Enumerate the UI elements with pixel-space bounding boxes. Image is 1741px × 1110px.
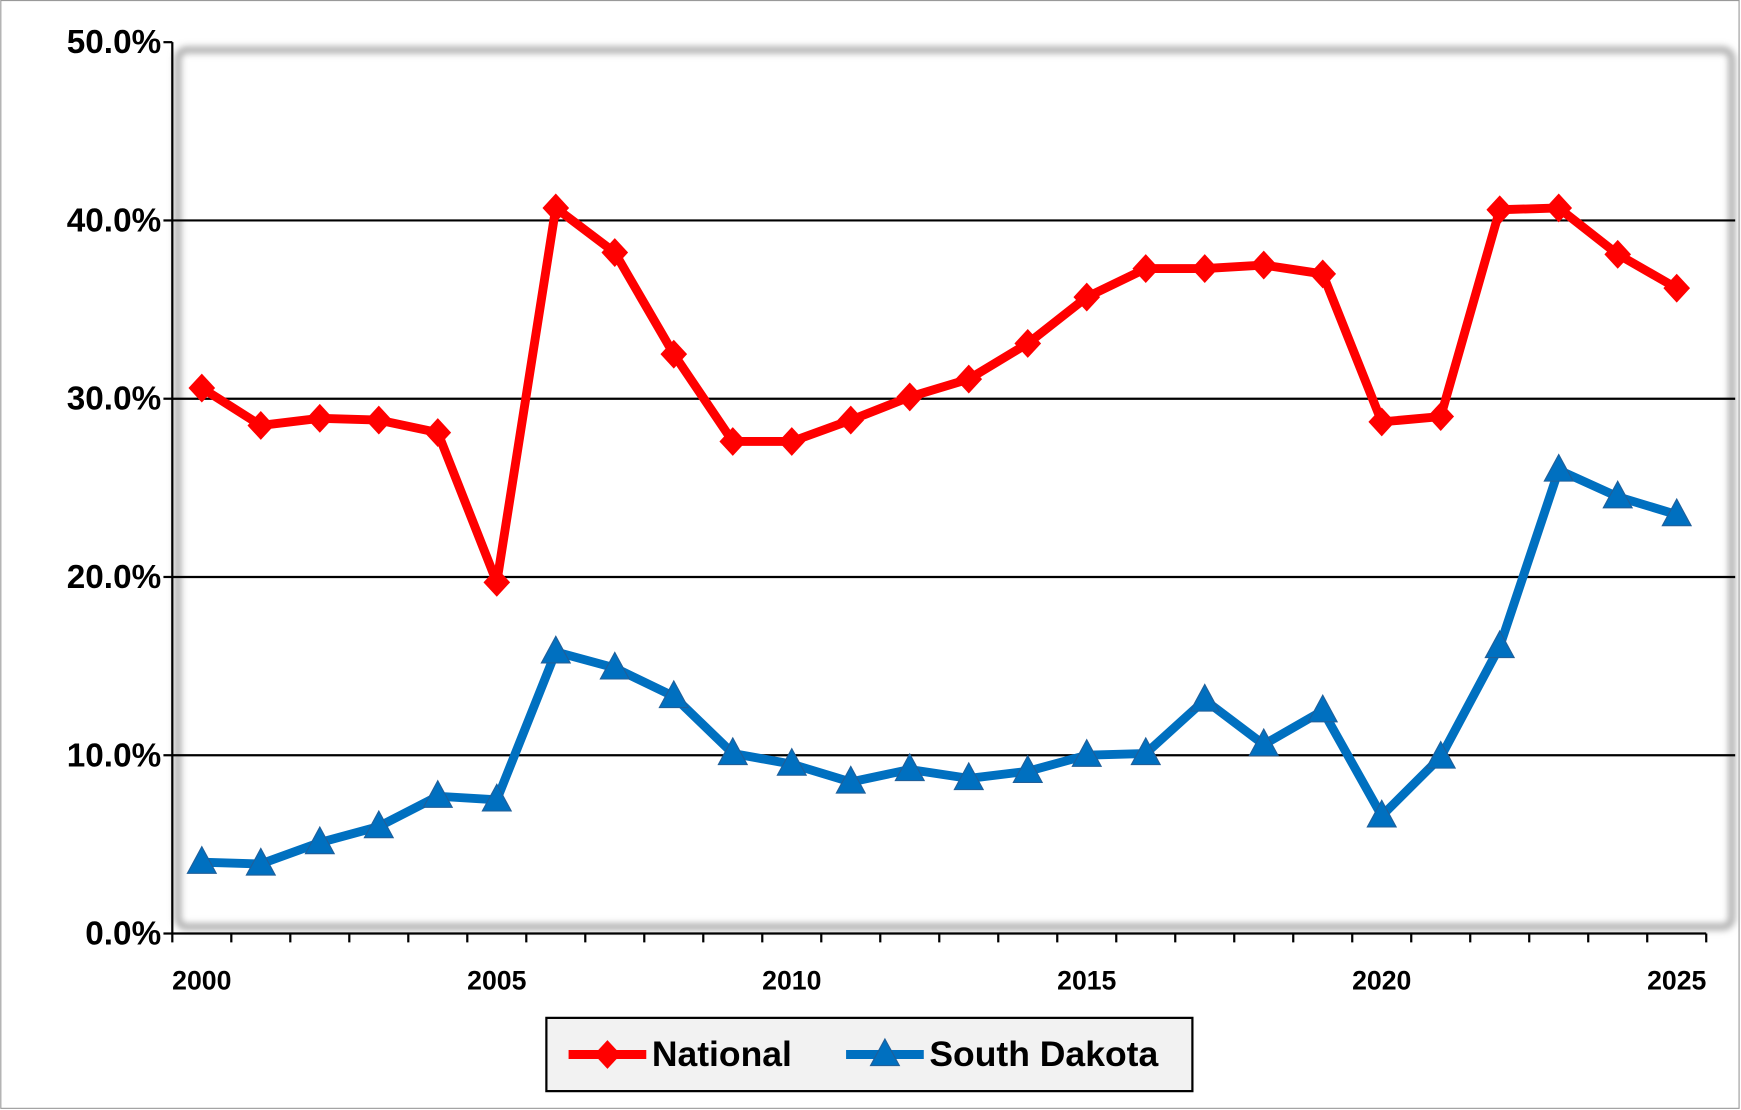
data-point (245, 847, 277, 876)
data-point (1602, 480, 1634, 509)
legend-label: South Dakota (929, 1034, 1158, 1074)
x-tick-label: 2020 (1352, 965, 1411, 995)
data-point (1014, 329, 1042, 358)
data-point (1604, 239, 1632, 269)
data-point (599, 651, 631, 680)
y-tick-label: 30.0% (67, 381, 161, 418)
data-point (363, 809, 395, 839)
x-tick-label: 2025 (1647, 965, 1706, 995)
data-point (1427, 402, 1455, 431)
data-point (540, 635, 572, 664)
x-tick-label: 2010 (762, 965, 821, 995)
data-point (1368, 407, 1396, 437)
legend-label: National (652, 1034, 792, 1074)
data-point (422, 779, 454, 808)
plot-area (174, 46, 1736, 931)
y-tick-label: 10.0% (67, 737, 161, 774)
data-point (188, 373, 216, 403)
data-point (1130, 736, 1162, 766)
data-point (186, 845, 218, 874)
data-point (247, 411, 275, 440)
data-point (1366, 799, 1398, 828)
legend (545, 1016, 1194, 1093)
x-tick-label: 2015 (1057, 965, 1116, 995)
data-point (955, 364, 983, 394)
data-point (776, 747, 808, 776)
x-tick-label: 2000 (172, 965, 231, 995)
data-point (1543, 453, 1575, 482)
data-point (1425, 740, 1457, 769)
x-tick-label: 2005 (467, 965, 526, 995)
data-point (1545, 193, 1573, 223)
data-point (1073, 282, 1101, 312)
data-point (1189, 683, 1221, 712)
data-point (717, 736, 749, 766)
data-point (304, 825, 336, 855)
y-tick-label: 20.0% (67, 559, 161, 596)
legend-marker (869, 1037, 901, 1067)
y-tick-label: 50.0% (67, 24, 161, 61)
data-point (658, 679, 690, 709)
data-point (894, 752, 926, 782)
data-point (481, 783, 513, 812)
data-point (1663, 273, 1691, 303)
data-point (1661, 497, 1693, 527)
data-point (1307, 693, 1339, 723)
data-point (1132, 254, 1160, 284)
data-point (1012, 754, 1044, 783)
data-point (1484, 629, 1516, 659)
y-tick-label: 40.0% (67, 202, 161, 239)
data-point (1071, 738, 1103, 767)
data-point (601, 238, 629, 267)
y-tick-label: 0.0% (85, 916, 161, 953)
data-point (835, 765, 867, 794)
data-point (306, 403, 334, 433)
data-point (778, 427, 806, 456)
data-point (953, 761, 985, 791)
data-point (1191, 254, 1219, 284)
data-point (1248, 727, 1280, 757)
data-point (542, 193, 570, 223)
